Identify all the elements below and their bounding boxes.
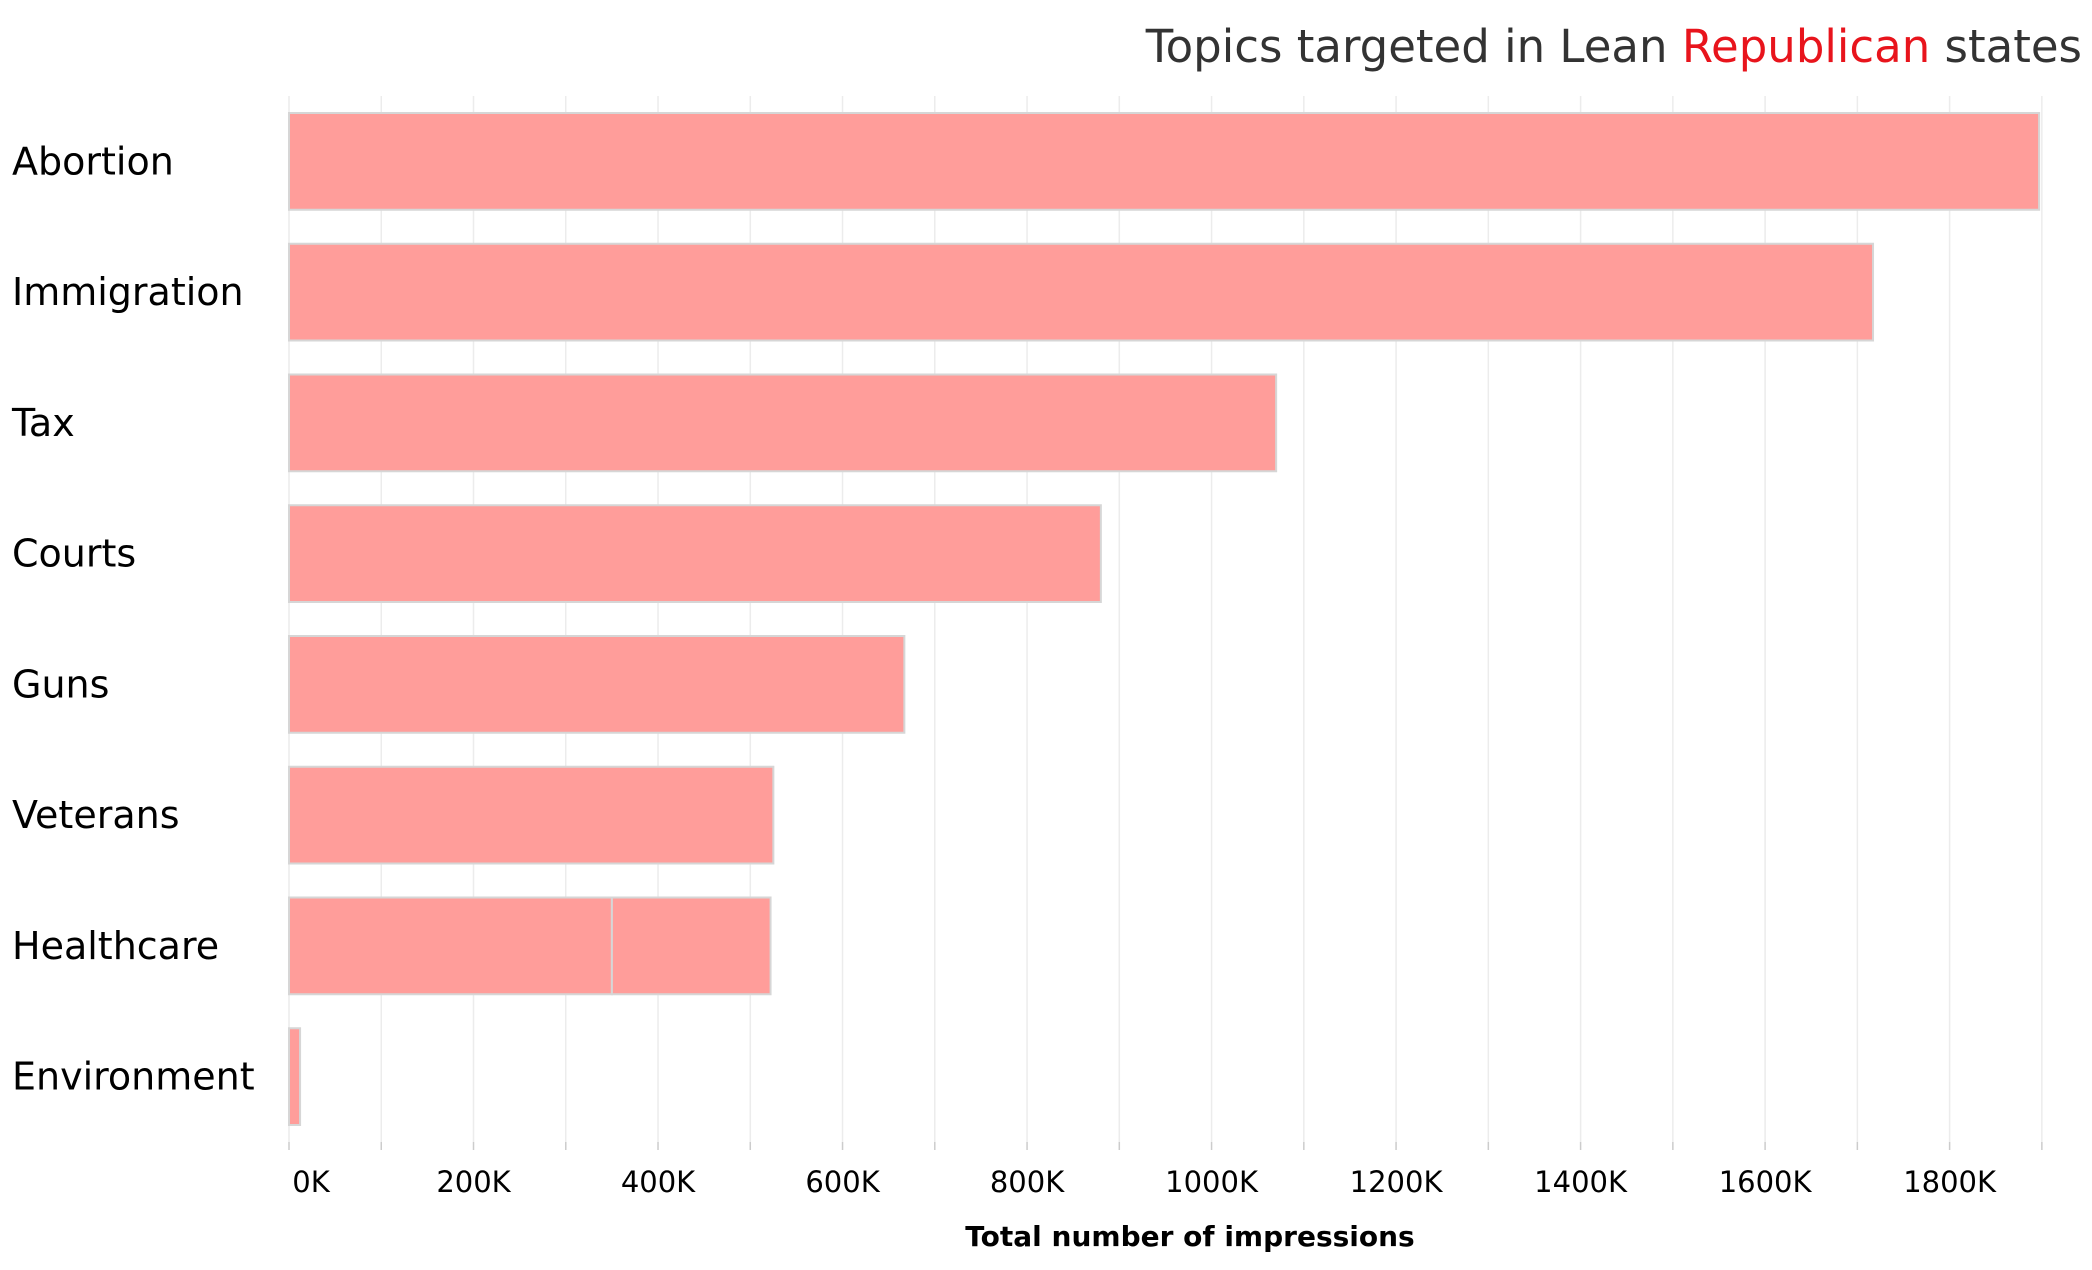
x-tick-label: 0K [292,1165,330,1199]
chart-title: Topics targeted in Lean Republican state… [1145,20,2082,73]
x-tick-label: 600K [805,1165,880,1199]
title-part-0: Topics targeted in Lean [1145,20,1682,73]
bar-courts-seg0 [288,504,1102,604]
category-label: Veterans [12,793,180,837]
category-label: Abortion [12,139,174,183]
bar-immigration-seg0 [288,242,1875,342]
x-axis-ticks: 0K 200K 400K 600K 800K 1000K 1200K 1400K 1600K 18… [292,1165,1997,1199]
x-tick-label: 400K [621,1165,696,1199]
title-part-2: states [1930,20,2082,73]
x-tick-label: 200K [436,1165,511,1199]
x-tick-label: 800K [990,1165,1065,1199]
category-label: Immigration [12,270,244,314]
x-tick-label: 1800K [1903,1165,1997,1199]
bar-healthcare-seg0 [288,896,613,996]
category-label: Tax [11,401,75,445]
category-label: Courts [12,532,136,576]
x-tick-label: 1000K [1165,1165,1259,1199]
category-label: Healthcare [12,924,219,968]
bars [288,111,2041,1127]
x-tick-label: 1400K [1534,1165,1628,1199]
category-label: Environment [12,1055,255,1099]
x-tick-label: 1200K [1350,1165,1444,1199]
bar-veterans-seg0 [288,765,775,865]
bar-tax-seg0 [288,373,1278,473]
x-tick-label: 1600K [1719,1165,1813,1199]
x-axis-title: Total number of impressions [965,1220,1414,1253]
bar-environment-seg0 [288,1027,302,1127]
bar-healthcare-seg1 [610,896,772,996]
category-label: Guns [12,662,109,706]
bar-guns-seg0 [288,634,906,734]
category-labels: Abortion Immigration Tax Courts Guns Veterans… [11,139,255,1098]
title-part-1: Republican [1682,20,1930,73]
bar-abortion-seg0 [288,111,2041,211]
